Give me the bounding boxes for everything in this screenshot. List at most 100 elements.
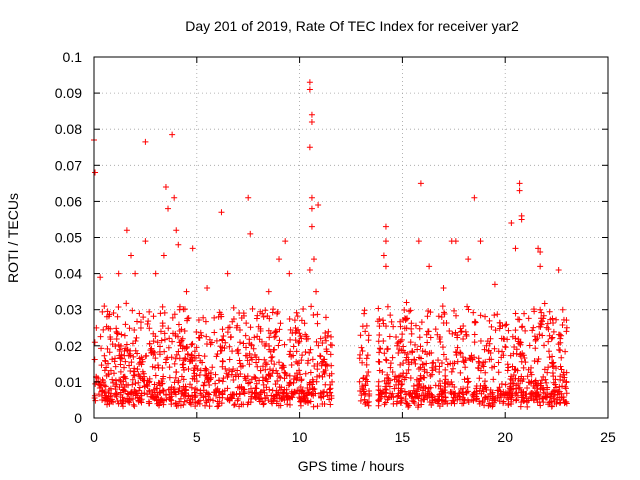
data-point <box>543 386 550 393</box>
data-point <box>545 348 552 355</box>
data-point <box>287 326 294 333</box>
data-point <box>362 400 369 407</box>
data-point <box>424 369 431 376</box>
data-point <box>136 384 143 391</box>
data-point <box>175 333 182 340</box>
data-point <box>180 401 187 408</box>
data-point <box>428 349 435 356</box>
data-point <box>561 400 568 407</box>
data-point <box>175 348 182 355</box>
data-point <box>461 376 468 383</box>
data-point <box>234 367 241 374</box>
data-point <box>131 326 138 333</box>
data-point <box>237 360 244 367</box>
data-point <box>150 386 157 393</box>
data-point <box>179 361 186 368</box>
data-point <box>539 395 546 402</box>
data-point <box>404 351 411 358</box>
data-point <box>557 363 564 370</box>
data-point <box>302 370 309 377</box>
data-point <box>132 347 139 354</box>
data-point <box>442 394 449 401</box>
data-point <box>253 315 260 322</box>
data-point <box>131 365 138 372</box>
data-point <box>428 371 435 378</box>
data-point <box>167 386 174 393</box>
data-point <box>265 288 272 295</box>
data-point <box>377 395 384 402</box>
data-point <box>382 238 389 245</box>
data-point <box>442 372 449 379</box>
data-point <box>152 355 159 362</box>
data-point <box>396 377 403 384</box>
y-tick-label: 0.1 <box>63 49 83 65</box>
data-point <box>152 270 159 277</box>
data-point <box>558 332 565 339</box>
data-point <box>398 388 405 395</box>
data-point <box>274 377 281 384</box>
data-point <box>425 307 432 314</box>
data-point <box>260 313 267 320</box>
data-point <box>406 390 413 397</box>
data-point <box>184 350 191 357</box>
data-point <box>315 342 322 349</box>
data-point <box>277 320 284 327</box>
data-point <box>432 363 439 370</box>
data-point <box>103 372 110 379</box>
data-point <box>382 356 389 363</box>
data-point <box>139 356 146 363</box>
data-point <box>290 343 297 350</box>
data-point <box>376 391 383 398</box>
data-point <box>537 323 544 330</box>
data-point <box>445 378 452 385</box>
data-point <box>431 396 438 403</box>
data-point <box>541 390 548 397</box>
data-point <box>532 336 539 343</box>
data-point <box>477 337 484 344</box>
data-point <box>271 361 278 368</box>
data-point <box>526 342 533 349</box>
data-point <box>207 375 214 382</box>
data-point <box>234 384 241 391</box>
data-point <box>157 382 164 389</box>
data-point <box>488 364 495 371</box>
data-point <box>176 303 183 310</box>
data-point <box>188 341 195 348</box>
data-point <box>95 391 102 398</box>
data-point <box>226 356 233 363</box>
data-point <box>412 322 419 329</box>
data-point <box>215 402 222 409</box>
data-point <box>117 377 124 384</box>
data-point <box>285 382 292 389</box>
data-point <box>531 308 538 315</box>
data-point <box>238 383 245 390</box>
data-point <box>184 315 191 322</box>
data-point <box>412 360 419 367</box>
data-point <box>436 335 443 342</box>
data-point <box>91 392 98 399</box>
data-point <box>518 399 525 406</box>
data-point <box>389 390 396 397</box>
data-point <box>428 402 435 409</box>
data-point <box>511 343 518 350</box>
data-point <box>413 376 420 383</box>
data-point <box>521 354 528 361</box>
data-point <box>117 361 124 368</box>
data-point <box>457 369 464 376</box>
data-point <box>278 395 285 402</box>
data-point <box>157 328 164 335</box>
data-point <box>193 329 200 336</box>
data-point <box>126 397 133 404</box>
data-point <box>265 327 272 334</box>
data-point <box>417 343 424 350</box>
data-point <box>205 396 212 403</box>
data-point <box>487 402 494 409</box>
data-point <box>120 374 127 381</box>
data-point <box>229 368 236 375</box>
data-point <box>265 397 272 404</box>
data-point <box>548 335 555 342</box>
data-point <box>471 391 478 398</box>
data-point <box>205 370 212 377</box>
data-point <box>546 308 553 315</box>
data-point <box>397 361 404 368</box>
